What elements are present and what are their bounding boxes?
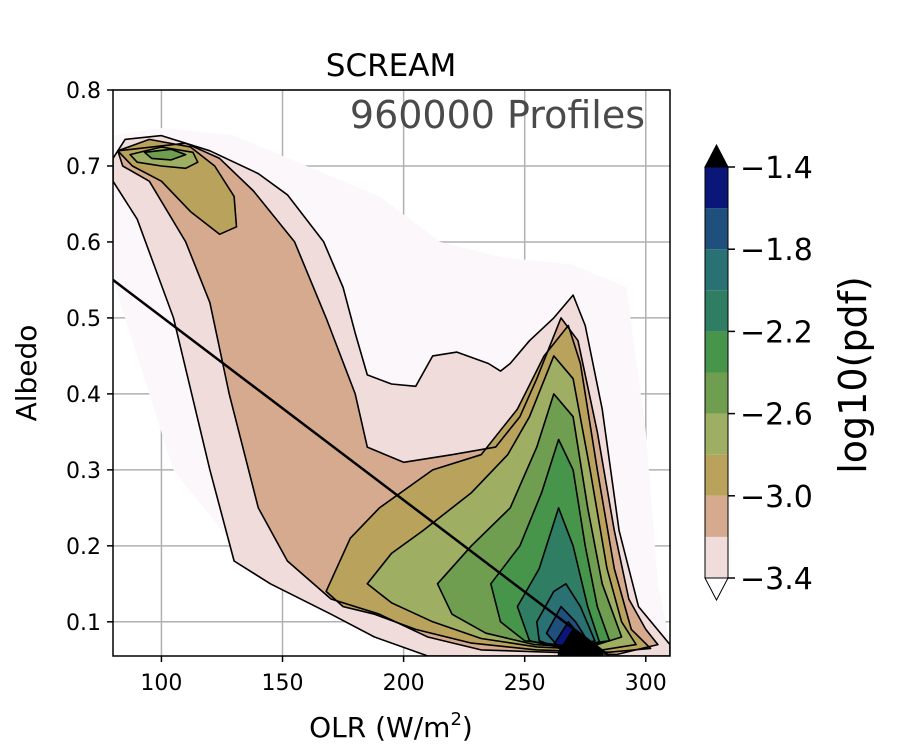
colorbar-extend-max: [704, 143, 729, 168]
x-tick-label: 300: [625, 671, 667, 696]
x-tick-label: 100: [140, 671, 182, 696]
x-ticks: 100 150 200 250 300: [140, 656, 667, 696]
y-ticks: 0.1 0.2 0.3 0.4 0.5 0.6 0.7 0.8: [66, 79, 113, 636]
colorbar-tick-label: −1.8: [740, 233, 813, 268]
colorbar-outline: [704, 166, 729, 579]
colorbar-segment: [705, 372, 728, 414]
contour-line-13: [553, 621, 589, 656]
x-tick-label: 250: [504, 671, 546, 696]
contour-line-6: [366, 355, 637, 651]
colorbar-tick-label: −3.4: [740, 562, 813, 597]
profile-count-annotation: 960000 Profiles: [350, 93, 645, 137]
colorbar-segment: [705, 249, 728, 291]
y-tick-label: 0.8: [66, 79, 101, 104]
x-tick-label: 200: [383, 671, 425, 696]
colorbar-segment: [705, 167, 728, 209]
reference-line: [113, 278, 611, 656]
colorbar-tick-label: −3.0: [740, 480, 813, 515]
colorbar-segment: [705, 413, 728, 455]
colorbar-segment: [705, 495, 728, 537]
colorbar-extend-min: [704, 577, 729, 602]
y-tick-label: 0.1: [66, 611, 101, 636]
colorbar-label: log10(pdf): [831, 276, 875, 474]
contour-line-10: [516, 507, 601, 649]
contour-line-9: [490, 438, 611, 647]
colorbar: [704, 143, 729, 602]
y-tick-label: 0.3: [66, 459, 101, 484]
x-axis-label: OLR (W/m2): [309, 709, 473, 744]
colorbar-ticks: −1.4 −1.8 −2.2 −2.6 −3.0 −3.4: [728, 151, 813, 597]
y-axis-label: Albedo: [10, 325, 43, 422]
y-tick-label: 0.5: [66, 307, 101, 332]
contour-line-7: [143, 148, 187, 161]
y-tick-label: 0.4: [66, 383, 101, 408]
plot-frame: [112, 89, 671, 657]
contour-line-2: [117, 142, 659, 656]
x-tick-label: 150: [262, 671, 304, 696]
contour-line-11: [536, 583, 596, 651]
y-tick-label: 0.7: [66, 155, 101, 180]
chart-title: SCREAM: [326, 48, 456, 84]
contour-fill-7: [144, 149, 186, 160]
colorbar-segment: [705, 208, 728, 250]
reference-line-segment: [113, 278, 611, 656]
contour-lines: [113, 134, 670, 656]
colorbar-tick-label: −2.2: [740, 315, 813, 350]
contour-line-5: [129, 146, 199, 170]
y-tick-label: 0.6: [66, 231, 101, 256]
colorbar-tick-label: −2.6: [740, 398, 813, 433]
colorbar-segment: [705, 454, 728, 496]
colorbar-segment: [705, 331, 728, 373]
colorbar-segment: [705, 536, 728, 578]
contour-fills: [113, 128, 670, 656]
contour-line-1: [113, 134, 670, 656]
y-tick-label: 0.2: [66, 535, 101, 560]
contour-line-8: [436, 393, 623, 649]
contour-line-3: [117, 138, 238, 236]
colorbar-tick-label: −1.4: [740, 151, 813, 186]
contour-line-4: [325, 324, 652, 653]
colorbar-segment: [705, 290, 728, 332]
